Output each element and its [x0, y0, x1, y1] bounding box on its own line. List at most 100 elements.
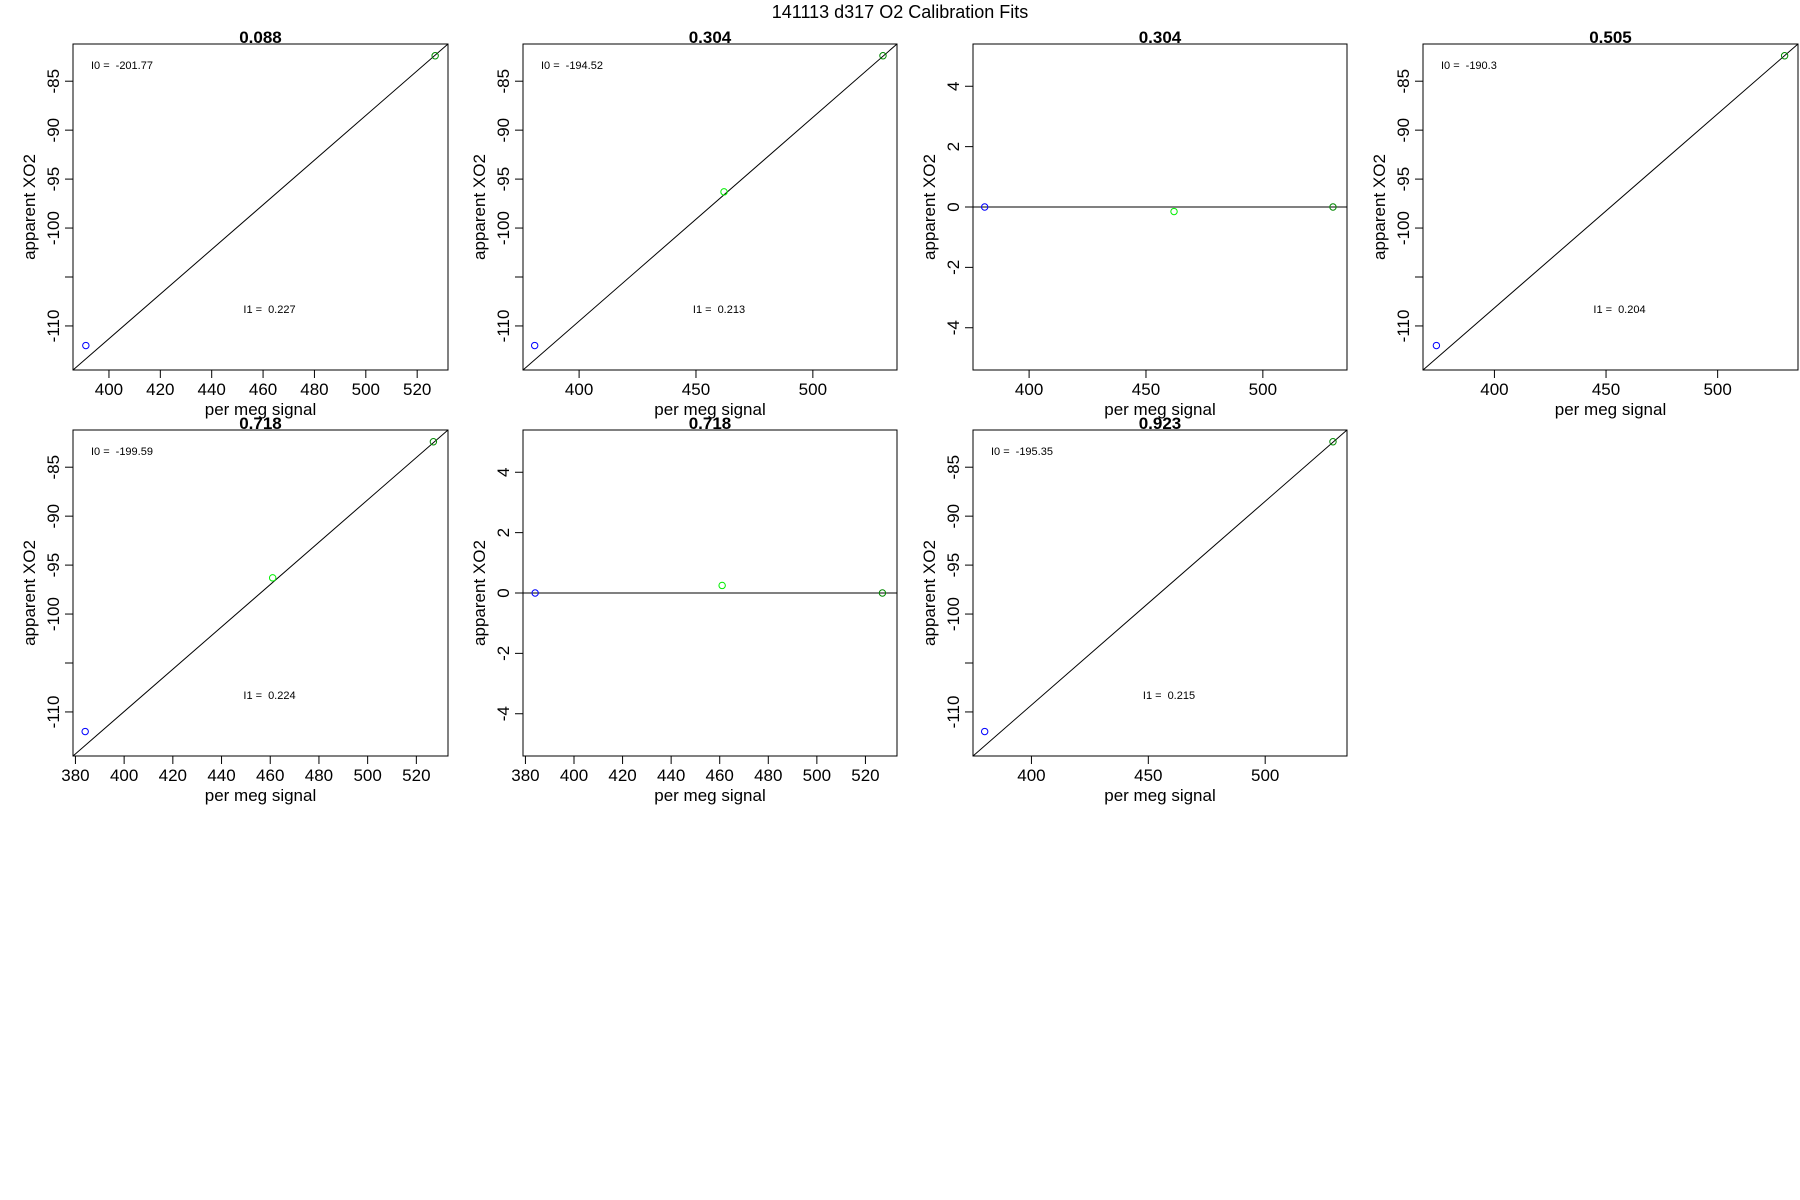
- plot-frame: [72, 429, 449, 757]
- data-point: [1329, 203, 1337, 211]
- x-tick-label: 420: [608, 766, 636, 785]
- i1-annotation: I1 = 0.224: [243, 690, 295, 702]
- data-point: [1780, 52, 1789, 60]
- fit-line: [1423, 44, 1798, 370]
- data-point: [718, 581, 726, 590]
- i1-annotation: I1 = 0.227: [243, 304, 295, 316]
- x-tick-label: 400: [95, 380, 123, 399]
- i0-value: -195.35: [1016, 446, 1053, 458]
- i0-annotation: I0 = -194.52: [541, 60, 603, 72]
- i0-annotation: I0 = -199.59: [91, 446, 153, 458]
- y-tick-label: -110: [44, 696, 63, 729]
- x-tick-label: 460: [706, 766, 734, 785]
- x-tick-label: 400: [110, 766, 138, 785]
- i1-value: 0.213: [718, 304, 746, 316]
- y-tick-label: -90: [1394, 118, 1413, 143]
- data-point: [431, 52, 439, 60]
- i1-label: I1 =: [1143, 690, 1162, 702]
- fit-line: [973, 430, 1347, 756]
- y-axis-label: apparent XO2: [1370, 154, 1389, 260]
- y-tick-label: -90: [944, 504, 963, 529]
- x-tick-label: 450: [1132, 380, 1160, 399]
- x-tick-label: 460: [256, 766, 284, 785]
- y-tick-label: -90: [44, 504, 63, 529]
- x-tick-label: 520: [403, 380, 431, 399]
- data-point: [878, 589, 887, 597]
- x-tick-label: 420: [146, 380, 174, 399]
- x-axis-label: per meg signal: [654, 786, 766, 805]
- x-axis-label: per meg signal: [205, 786, 317, 805]
- i1-annotation: I1 = 0.204: [1593, 304, 1645, 316]
- x-tick-label: 450: [1134, 766, 1162, 785]
- data-point: [82, 341, 90, 350]
- panel-title: 0.718: [239, 414, 282, 433]
- x-tick-label: 450: [1592, 380, 1620, 399]
- x-tick-label: 420: [159, 766, 187, 785]
- y-axis-label: apparent XO2: [470, 154, 489, 260]
- data-point: [530, 341, 539, 350]
- data-point: [1170, 207, 1178, 216]
- x-tick-label: 400: [1017, 766, 1045, 785]
- x-tick-label: 480: [300, 380, 328, 399]
- y-tick-label: -100: [944, 597, 963, 631]
- i0-value: -194.52: [566, 60, 603, 72]
- y-tick-label: -100: [494, 211, 513, 245]
- panel-title: 0.718: [689, 414, 732, 433]
- i1-annotation: I1 = 0.213: [693, 304, 745, 316]
- x-axis-label: per meg signal: [205, 400, 317, 419]
- i0-value: -190.3: [1466, 60, 1497, 72]
- i0-label: I0 =: [91, 446, 110, 458]
- x-tick-label: 400: [565, 380, 593, 399]
- x-tick-label: 460: [249, 380, 277, 399]
- y-tick-label: -4: [944, 320, 963, 335]
- y-tick-label: 4: [944, 82, 963, 91]
- i0-label: I0 =: [91, 60, 110, 72]
- x-tick-label: 520: [851, 766, 879, 785]
- y-tick-label: -110: [1394, 310, 1413, 343]
- fit-line: [523, 44, 897, 370]
- panel-title: 0.088: [239, 28, 282, 47]
- x-tick-label: 400: [1015, 380, 1043, 399]
- y-tick-label: -110: [44, 310, 63, 343]
- i1-value: 0.227: [268, 304, 296, 316]
- i0-annotation: I0 = -190.3: [1441, 60, 1497, 72]
- y-tick-label: -4: [494, 706, 513, 721]
- x-tick-label: 520: [402, 766, 430, 785]
- x-tick-label: 480: [305, 766, 333, 785]
- i1-label: I1 =: [243, 304, 262, 316]
- y-tick-label: -85: [44, 69, 63, 94]
- y-tick-label: -90: [44, 118, 63, 143]
- i0-label: I0 =: [1441, 60, 1460, 72]
- x-axis-label: per meg signal: [654, 400, 766, 419]
- data-point: [531, 589, 539, 597]
- i0-annotation: I0 = -195.35: [991, 446, 1053, 458]
- panel-title: 0.304: [689, 28, 732, 47]
- y-tick-label: -110: [494, 310, 513, 343]
- fit-line: [73, 430, 448, 756]
- data-point: [879, 52, 887, 60]
- i1-label: I1 =: [1593, 304, 1612, 316]
- data-point: [980, 727, 989, 736]
- i0-label: I0 =: [541, 60, 560, 72]
- panel-title: 0.923: [1139, 414, 1182, 433]
- y-tick-label: -2: [944, 260, 963, 275]
- x-axis-label: per meg signal: [1555, 400, 1667, 419]
- x-tick-label: 500: [799, 380, 827, 399]
- panel-title: 0.304: [1139, 28, 1182, 47]
- y-tick-label: -100: [1394, 211, 1413, 245]
- data-point: [1432, 341, 1441, 350]
- y-tick-label: -100: [44, 211, 63, 245]
- y-axis-label: apparent XO2: [470, 540, 489, 646]
- x-tick-label: 500: [1703, 380, 1731, 399]
- y-tick-label: -85: [44, 455, 63, 480]
- y-axis-label: apparent XO2: [920, 154, 939, 260]
- x-tick-label: 500: [803, 766, 831, 785]
- y-tick-label: -85: [1394, 69, 1413, 94]
- figure-title: 141113 d317 O2 Calibration Fits: [771, 2, 1029, 22]
- y-tick-label: -90: [494, 118, 513, 143]
- x-tick-label: 500: [353, 766, 381, 785]
- x-tick-label: 400: [560, 766, 588, 785]
- chart-panel-2: 0.304 400 450 500 per meg signal -110 -100 -95 -…: [470, 28, 898, 419]
